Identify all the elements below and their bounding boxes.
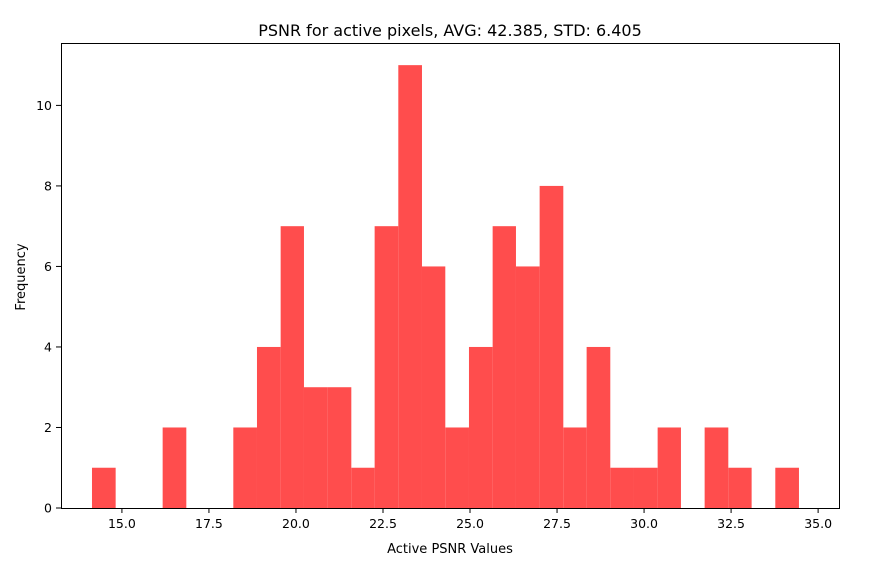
x-tick-label: 30.0: [630, 516, 658, 531]
histogram-bar: [233, 427, 257, 508]
histogram-bar: [657, 427, 681, 508]
histogram-bar: [303, 387, 328, 508]
chart-title: PSNR for active pixels, AVG: 42.385, STD…: [258, 21, 642, 40]
x-axis-label: Active PSNR Values: [387, 542, 513, 557]
x-tick-label: 15.0: [108, 516, 136, 531]
histogram-bar: [162, 427, 187, 508]
histogram-bar: [704, 427, 729, 508]
histogram-bar: [445, 427, 469, 508]
histogram-bar: [728, 467, 752, 508]
histogram-bar: [539, 185, 564, 509]
histogram-bar: [515, 266, 540, 508]
histogram-bar: [586, 346, 611, 508]
y-tick-label: 4: [44, 339, 52, 354]
x-tick-label: 25.0: [456, 516, 484, 531]
y-axis-ticks: 0 2 4 6 8 10: [36, 98, 61, 516]
histogram-bar: [775, 467, 799, 508]
histogram-bar: [468, 346, 493, 508]
histogram-bar: [327, 387, 352, 508]
histogram-bar: [256, 346, 281, 508]
y-axis-label: Frequency: [14, 243, 29, 310]
x-tick-label: 17.5: [195, 516, 223, 531]
x-tick-label: 35.0: [804, 516, 832, 531]
histogram-bar: [633, 467, 658, 508]
y-tick-label: 10: [36, 98, 52, 113]
y-tick-label: 2: [44, 420, 52, 435]
histogram-bar: [563, 427, 587, 508]
plot-frame: [61, 43, 840, 509]
histogram-bar: [351, 467, 375, 508]
histogram-bar: [374, 226, 399, 508]
y-tick-label: 6: [44, 259, 52, 274]
x-tick-label: 22.5: [369, 516, 397, 531]
histogram-bars: [91, 65, 799, 509]
x-axis-ticks: 15.0 17.5 20.0 22.5 25.0 27.5 30.0 32.5 35.0: [108, 508, 832, 531]
histogram-bar: [280, 226, 304, 508]
y-tick-label: 0: [44, 501, 52, 516]
y-tick-label: 8: [44, 178, 52, 193]
histogram-bar: [492, 226, 516, 508]
histogram-bar: [421, 266, 446, 508]
x-tick-label: 27.5: [543, 516, 571, 531]
histogram-bar: [610, 467, 634, 508]
histogram-bar: [91, 467, 116, 508]
histogram-bar: [398, 65, 422, 509]
x-tick-label: 20.0: [282, 516, 310, 531]
x-tick-label: 32.5: [717, 516, 745, 531]
